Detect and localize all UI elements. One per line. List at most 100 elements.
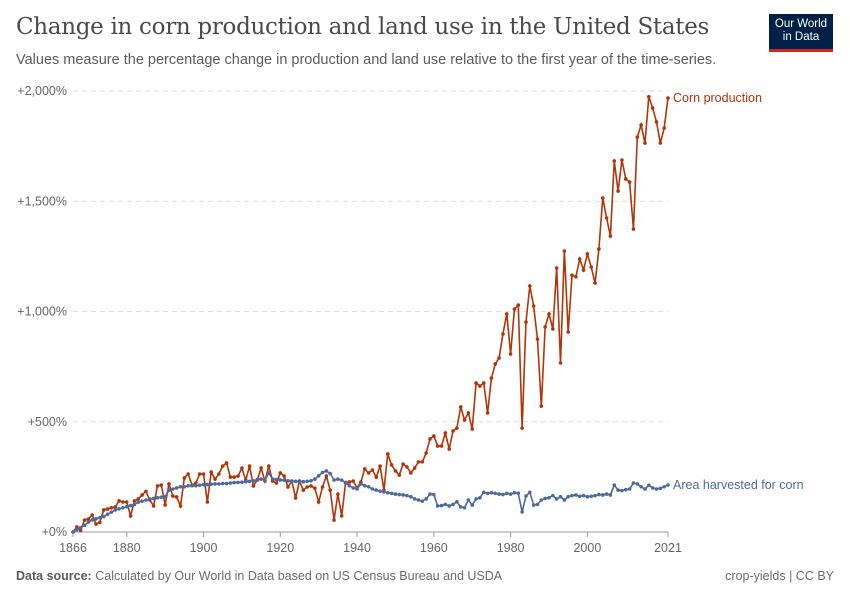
x-tick-label: 1880 (113, 541, 141, 555)
y-tick-label: +2,000% (17, 84, 67, 98)
owid-logo[interactable]: Our World in Data (769, 14, 833, 52)
data-point (570, 273, 574, 277)
data-point (278, 478, 283, 482)
data-point (593, 493, 597, 498)
data-point (639, 123, 643, 127)
data-point (159, 483, 164, 487)
data-point (98, 520, 102, 525)
data-point (585, 252, 590, 256)
data-point (643, 487, 647, 491)
data-point (194, 483, 198, 488)
data-point (466, 411, 471, 415)
data-point (351, 486, 356, 490)
data-point (201, 482, 206, 487)
data-point (566, 494, 570, 499)
data-point (658, 486, 663, 491)
data-point (293, 496, 298, 500)
data-point (531, 503, 536, 507)
data-point (554, 497, 559, 501)
data-point (504, 491, 509, 496)
data-point (117, 499, 121, 503)
data-point (631, 227, 636, 231)
data-point (109, 510, 114, 514)
data-point (662, 126, 666, 130)
data-point (416, 460, 421, 464)
data-point (251, 479, 256, 483)
data-point (151, 504, 156, 508)
data-point (455, 426, 459, 430)
data-point (666, 96, 670, 100)
series-line-area (72, 470, 669, 533)
data-point (516, 303, 521, 307)
data-point (631, 481, 636, 485)
data-point (78, 525, 83, 530)
data-point (324, 474, 329, 478)
data-point (478, 496, 482, 500)
data-point (539, 498, 544, 502)
data-point (635, 135, 640, 139)
data-point (251, 484, 256, 488)
data-point (213, 482, 217, 486)
data-point (524, 320, 528, 324)
data-point (397, 473, 402, 477)
data-point (240, 466, 244, 470)
license[interactable]: crop-yields | CC BY (725, 569, 834, 583)
data-point (274, 481, 279, 485)
data-point (155, 484, 160, 488)
data-point (447, 504, 451, 508)
data-point (612, 483, 617, 487)
data-point (543, 496, 547, 501)
data-point (562, 249, 567, 253)
data-point (90, 518, 94, 522)
data-point (470, 503, 475, 507)
data-point (474, 497, 478, 501)
data-point (543, 325, 547, 329)
data-point (247, 479, 252, 484)
data-point (163, 503, 167, 507)
data-point (194, 481, 198, 485)
data-point (600, 493, 605, 497)
data-point (232, 480, 237, 485)
data-point (316, 500, 321, 504)
data-point (124, 500, 129, 504)
data-point (443, 431, 448, 435)
data-point (374, 488, 379, 492)
data-point (270, 477, 275, 481)
data-point (163, 494, 167, 499)
data-point (240, 480, 244, 484)
data-point (443, 502, 448, 507)
series-line-production (72, 96, 669, 533)
data-point (562, 498, 567, 502)
data-point (416, 498, 421, 502)
data-point (432, 492, 436, 497)
data-point (412, 466, 417, 470)
data-point (124, 504, 129, 509)
data-point (347, 480, 352, 484)
data-point (217, 482, 221, 486)
data-point (263, 478, 267, 482)
data-point (82, 518, 87, 522)
data-point (623, 487, 628, 492)
source-text: Calculated by Our World in Data based on… (95, 569, 503, 583)
data-point (462, 418, 467, 422)
data-point (359, 482, 363, 486)
data-point (86, 520, 91, 524)
data-point (328, 471, 332, 476)
data-point (570, 493, 574, 498)
data-point (109, 505, 114, 510)
data-point (159, 495, 164, 499)
x-tick-label: 1960 (420, 541, 448, 555)
data-point (266, 464, 271, 468)
data-point (220, 481, 225, 486)
x-tick-label: 1866 (59, 541, 87, 555)
data-point (101, 514, 106, 519)
data-point (336, 477, 340, 481)
data-point (455, 499, 459, 504)
data-point (597, 492, 601, 497)
data-point (551, 327, 555, 331)
data-point (362, 483, 367, 488)
data-point (389, 491, 394, 496)
data-point (481, 381, 486, 385)
data-point (574, 275, 578, 279)
